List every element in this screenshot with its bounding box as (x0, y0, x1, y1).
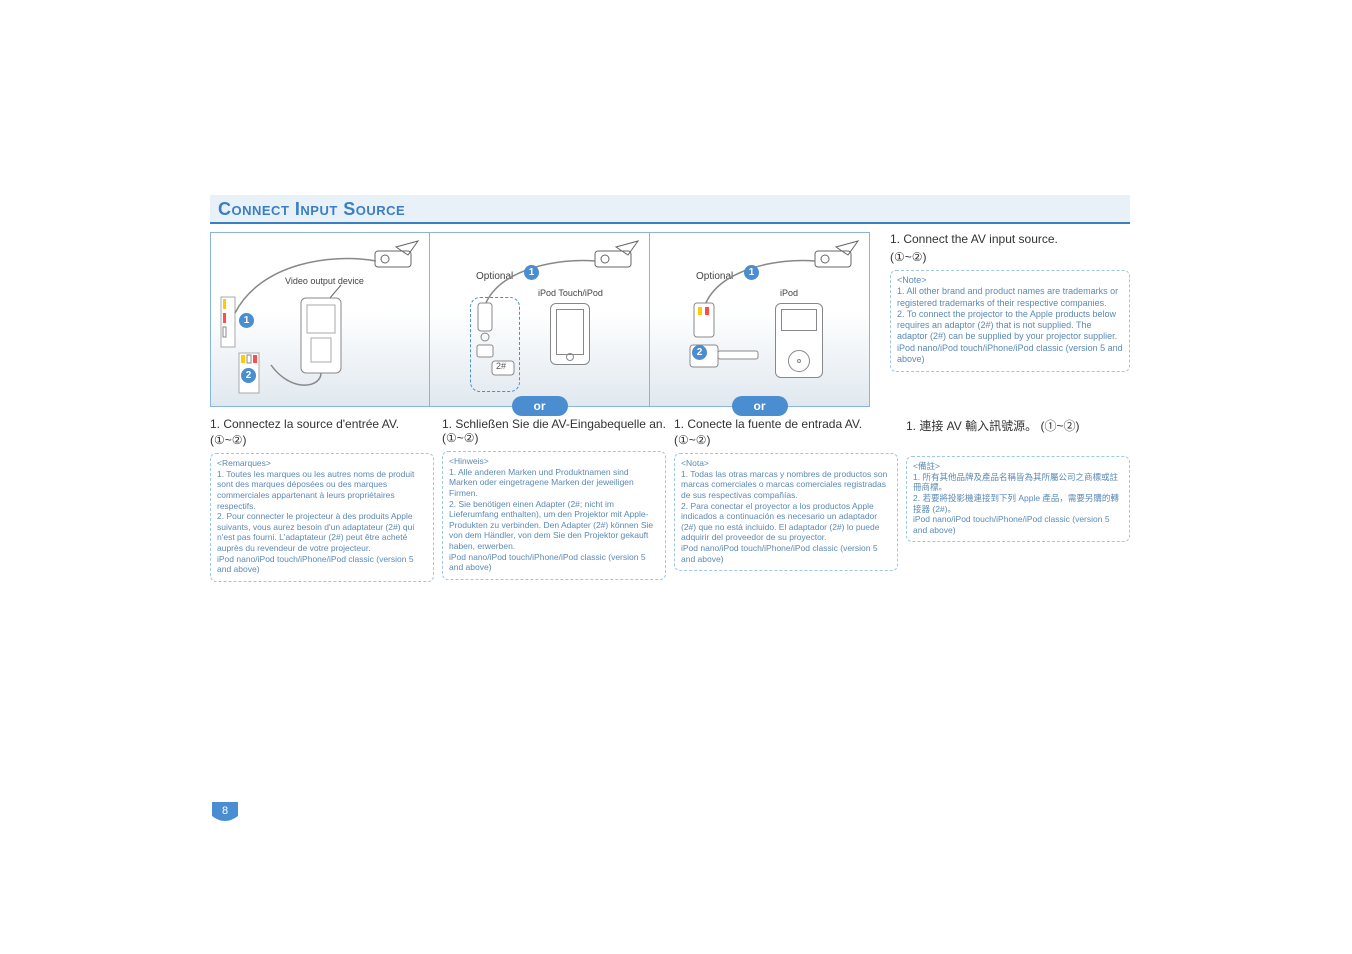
note-body: 1. 所有其他品牌及產品名稱皆為其所屬公司之商標或註冊商標。 2. 若要將投影機… (913, 472, 1119, 535)
adaptor-label: 2# (496, 361, 506, 371)
section-title-bar: Connect Input Source (210, 195, 1130, 224)
note-title: <Note> (897, 275, 927, 285)
spanish-range: (①~②) (674, 433, 898, 447)
step-number-2: 2 (241, 368, 256, 383)
diagram-video-device: Video output device (210, 232, 430, 407)
alt-step: 1. 連接 AV 輸入訊號源。 (①~②) (906, 417, 1130, 434)
english-column: 1. Connect the AV input source. (①~②) <N… (870, 232, 1130, 407)
or-pill: or (732, 396, 788, 416)
step-number-2: 2 (692, 345, 707, 360)
diagram-3-art (650, 233, 870, 408)
english-note: <Note> 1. All other brand and product na… (890, 270, 1130, 372)
note-title: <Remarques> (217, 458, 271, 468)
note-title: <Nota> (681, 458, 709, 468)
french-note: <Remarques> 1. Toutes les marques ou les… (210, 453, 434, 582)
step-number-1: 1 (524, 265, 539, 280)
spanish-note: <Nota> 1. Todas las otras marcas y nombr… (674, 453, 898, 571)
alt-spacer (906, 436, 1130, 450)
page-number: 8 (222, 805, 228, 817)
or-pill: or (512, 396, 568, 416)
page: Connect Input Source Video output device (210, 195, 1130, 582)
step-number-1: 1 (744, 265, 759, 280)
german-note: <Hinweis> 1. Alle anderen Marken und Pro… (442, 451, 666, 580)
diagram-ipod: Optional iPod 1 2 or (650, 232, 870, 407)
note-body: 1. Toutes les marques ou les autres noms… (217, 469, 414, 575)
diagram-row: Video output device (210, 232, 1130, 407)
language-row: 1. Connectez la source d'entrée AV. (①~②… (210, 417, 1130, 582)
diagram-ipod-touch: Optional iPod Touch/iPod 1 (430, 232, 650, 407)
french-range: (①~②) (210, 433, 434, 447)
spanish-column: 1. Conecte la fuente de entrada AV. (①~②… (674, 417, 898, 582)
note-title: <Hinweis> (449, 456, 489, 466)
note-body: 1. All other brand and product names are… (897, 286, 1123, 364)
ipod-classic-shape (775, 303, 823, 378)
german-column: 1. Schließen Sie die AV-Eingabequelle an… (442, 417, 666, 582)
french-step: 1. Connectez la source d'entrée AV. (210, 417, 434, 431)
german-step: 1. Schließen Sie die AV-Eingabequelle an… (442, 417, 666, 445)
note-body: 1. Todas las otras marcas y nombres de p… (681, 469, 887, 564)
page-number-tab: 8 (212, 802, 238, 822)
french-column: 1. Connectez la source d'entrée AV. (①~②… (210, 417, 434, 582)
note-title: <備註> (913, 461, 940, 471)
english-step: 1. Connect the AV input source. (890, 232, 1130, 246)
step-number-1: 1 (239, 313, 254, 328)
spanish-step: 1. Conecte la fuente de entrada AV. (674, 417, 898, 431)
section-title: Connect Input Source (218, 199, 405, 219)
ipod-touch-shape (550, 303, 590, 365)
diagram-2-art (430, 233, 650, 408)
alt-right-column: 1. 連接 AV 輸入訊號源。 (①~②) <備註> 1. 所有其他品牌及產品名… (906, 417, 1130, 582)
english-range: (①~②) (890, 250, 1130, 264)
note-body: 1. Alle anderen Marken und Produktnamen … (449, 467, 653, 573)
alt-note: <備註> 1. 所有其他品牌及產品名稱皆為其所屬公司之商標或註冊商標。 2. 若… (906, 456, 1130, 542)
